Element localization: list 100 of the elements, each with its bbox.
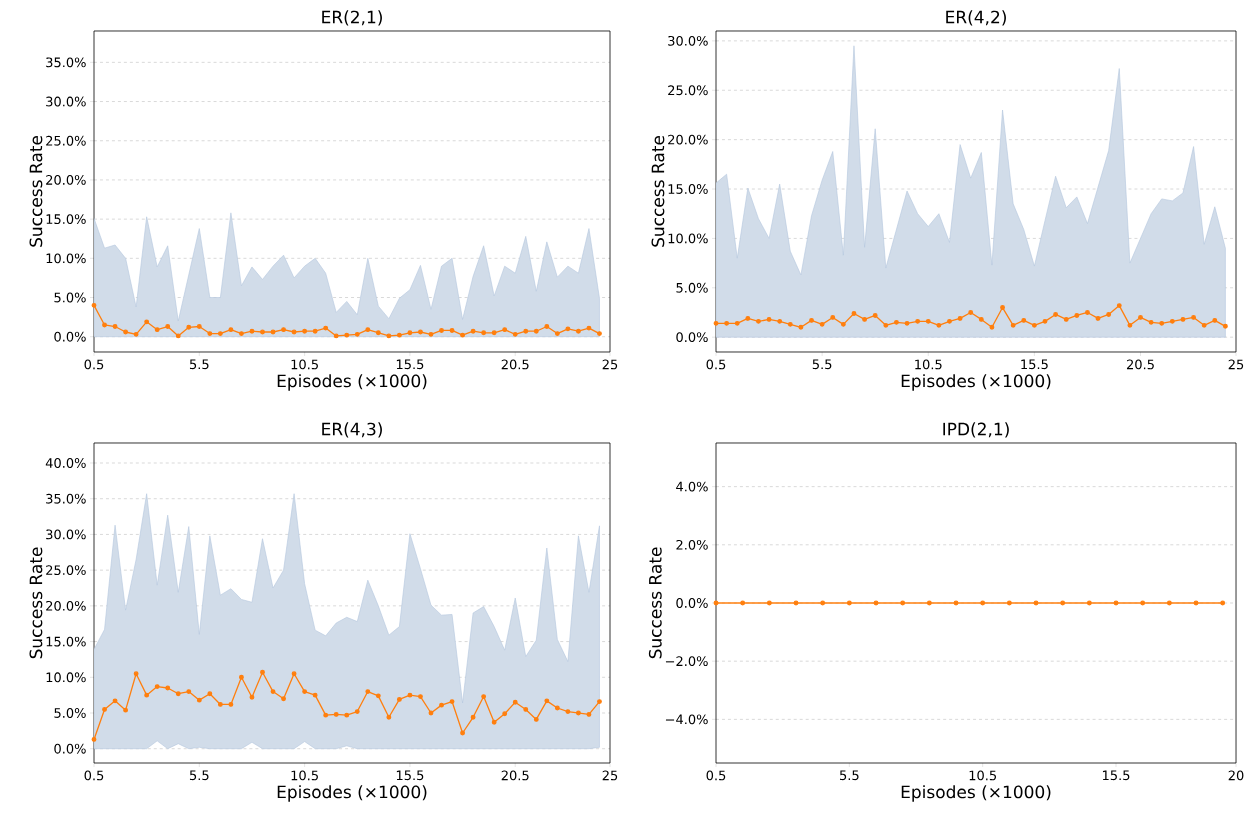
point [302, 328, 308, 334]
point [186, 689, 192, 695]
point [428, 710, 434, 716]
point [439, 327, 444, 333]
point [281, 327, 286, 333]
point [323, 325, 329, 331]
point [186, 324, 192, 330]
y-tick-label: 25.0% [668, 85, 708, 96]
point [333, 711, 339, 717]
point [228, 701, 234, 707]
x-tick-label: 5.5 [812, 359, 832, 370]
x-tick-label: 5.5 [840, 770, 859, 781]
x-tick-label: 20.5 [1126, 359, 1154, 370]
point [554, 705, 560, 711]
point [260, 329, 265, 335]
point [418, 694, 423, 700]
point [470, 328, 476, 334]
point [344, 332, 350, 338]
point [144, 692, 150, 698]
point [365, 327, 371, 333]
y-axis-title: Success Rate [29, 547, 43, 659]
x-tick-label: 0.5 [84, 359, 104, 370]
point [196, 697, 202, 703]
point [312, 692, 318, 698]
x-tick-label: 25 [602, 770, 618, 781]
y-tick-label: 5.0% [54, 292, 86, 303]
y-tick-label: 2.0% [676, 539, 708, 550]
point [554, 331, 560, 337]
point [512, 699, 518, 705]
point [523, 706, 529, 712]
point [270, 689, 276, 695]
point [196, 324, 202, 329]
y-axis-title: Success Rate [29, 135, 43, 247]
point [365, 689, 371, 695]
point [375, 693, 381, 699]
x-tick-label: 5.5 [189, 770, 209, 781]
point [418, 329, 423, 335]
x-tick-label: 15.5 [1021, 359, 1048, 370]
chart-title: ER(4,2) [946, 10, 1006, 26]
x-tick-label: 20.5 [501, 359, 529, 370]
point [597, 699, 602, 705]
point [491, 719, 497, 725]
point [333, 333, 339, 339]
point [449, 327, 455, 333]
point [575, 710, 581, 716]
y-tick-label: 20.0% [668, 134, 708, 145]
point [460, 332, 466, 338]
y-tick-label: 15.0% [668, 184, 708, 194]
y-tick-label: 40.0% [45, 458, 86, 468]
y-tick-label: 35.0% [46, 493, 86, 504]
point [502, 327, 508, 333]
y-tick-label: 10.0% [668, 233, 708, 244]
y-tick-label: −4.0% [665, 714, 708, 725]
y-tick-label: 0.0% [54, 331, 86, 342]
x-tick-label: 10.5 [969, 770, 997, 781]
point [396, 332, 402, 338]
point [575, 328, 581, 334]
y-tick-label: 0.0% [676, 332, 708, 343]
point [597, 331, 602, 337]
point [481, 694, 487, 700]
point [565, 326, 571, 332]
point [238, 674, 244, 680]
point [207, 691, 213, 697]
x-tick-label: 5.5 [189, 359, 209, 370]
point [91, 302, 97, 308]
point [439, 702, 444, 708]
point [165, 324, 171, 329]
x-axis-title: Episodes (×1000) [277, 785, 427, 802]
point [281, 696, 286, 702]
point [386, 333, 392, 339]
point [428, 331, 434, 337]
point [154, 684, 160, 690]
point [260, 669, 265, 675]
point [154, 327, 160, 333]
y-tick-label: 0.0% [676, 598, 708, 608]
point [323, 712, 329, 718]
point [123, 707, 129, 713]
y-tick-label: 20.0% [46, 175, 86, 185]
chart-title: ER(2,1) [322, 10, 382, 26]
point [565, 709, 571, 715]
point [217, 701, 223, 707]
point [112, 698, 118, 704]
point [291, 329, 297, 335]
point [312, 328, 318, 334]
point [544, 698, 550, 704]
point [91, 736, 97, 742]
x-tick-label: 10.5 [291, 359, 318, 370]
point [481, 330, 487, 336]
point [175, 691, 181, 697]
point [407, 330, 413, 336]
y-tick-label: 30.0% [46, 96, 86, 107]
y-tick-label: 20.0% [46, 600, 86, 611]
y-tick-label: 15.0% [46, 214, 86, 225]
x-tick-label: 25 [1228, 359, 1244, 370]
point [133, 671, 139, 677]
point [533, 716, 539, 722]
point [291, 671, 297, 677]
y-tick-label: 10.0% [46, 253, 86, 264]
point [112, 324, 118, 329]
y-tick-label: 10.0% [46, 672, 86, 683]
